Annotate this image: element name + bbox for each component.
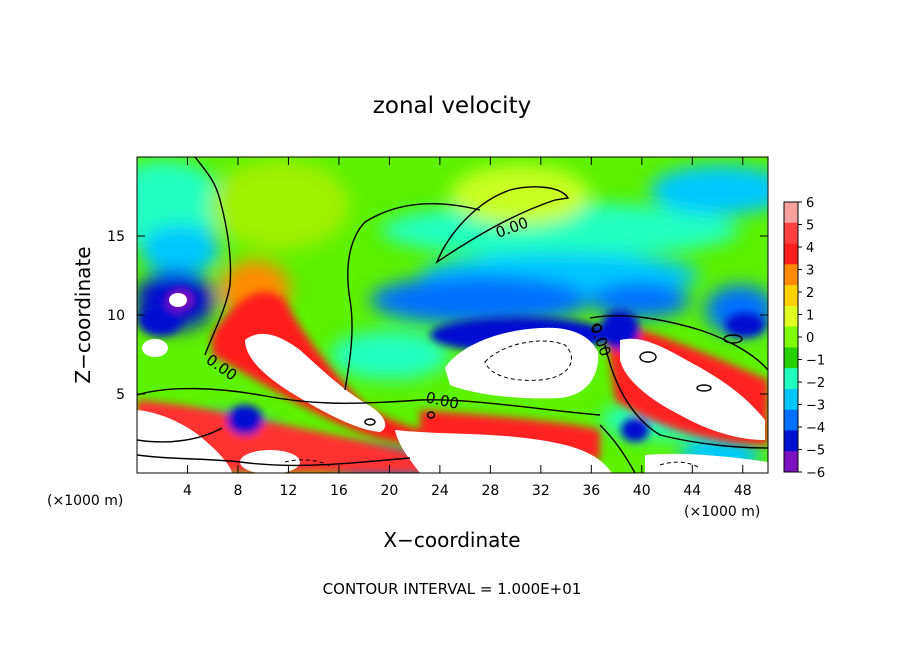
x-unit-left: (×1000 m) <box>47 493 123 509</box>
x-tick-label: 16 <box>330 483 348 499</box>
colorbar-swatch <box>784 347 798 369</box>
colorbar: 6 5 4 3 2 1 0 −1 −2 −3 −4 −5 −6 <box>783 196 825 481</box>
colorbar-swatch <box>784 430 798 452</box>
colorbar-tick-label: −5 <box>806 444 825 459</box>
y-tick-label: 10 <box>107 308 125 324</box>
colorbar-swatch <box>784 388 798 411</box>
x-unit-right: (×1000 m) <box>684 504 760 520</box>
contour-interval-note: CONTOUR INTERVAL = 1.000E+01 <box>323 580 582 598</box>
colorbar-swatch <box>784 222 798 245</box>
x-tick-label: 4 <box>183 483 192 499</box>
colorbar-tick-label: −1 <box>806 354 825 369</box>
x-axis-ticks: 4 8 12 16 20 24 28 32 36 40 44 48 <box>183 157 752 499</box>
colorbar-tick-label: −6 <box>806 466 825 481</box>
colorbar-swatch <box>784 368 798 390</box>
x-axis-label: X−coordinate <box>383 528 520 552</box>
x-tick-label: 24 <box>431 483 449 499</box>
colorbar-tick-label: 4 <box>806 241 814 256</box>
y-axis-label: Z−coordinate <box>71 246 95 383</box>
colorbar-swatch <box>784 243 798 265</box>
colorbar-tick-label: −4 <box>806 421 825 436</box>
chart-title: zonal velocity <box>373 93 531 119</box>
colorbar-swatch <box>784 285 798 307</box>
x-tick-label: 40 <box>633 483 651 499</box>
colorbar-tick-label: −2 <box>806 376 825 391</box>
colorbar-tick-label: −3 <box>806 399 825 414</box>
y-tick-label: 5 <box>116 387 125 403</box>
colorbar-tick-label: 0 <box>806 331 814 346</box>
y-tick-label: 15 <box>107 229 125 245</box>
colorbar-swatch <box>784 326 798 348</box>
colorbar-swatch <box>784 305 798 328</box>
x-tick-label: 12 <box>280 483 298 499</box>
x-tick-label: 48 <box>734 483 752 499</box>
x-tick-label: 44 <box>683 483 701 499</box>
colorbar-swatch <box>784 202 798 224</box>
colorbar-tick-label: 3 <box>806 264 814 279</box>
colorbar-tick-label: 1 <box>806 309 814 324</box>
colorbar-swatch <box>784 451 798 473</box>
y-axis-ticks: 5 10 15 <box>107 229 768 403</box>
colorbar-swatch <box>784 409 798 431</box>
x-tick-label: 8 <box>233 483 242 499</box>
x-tick-label: 20 <box>380 483 398 499</box>
x-tick-label: 28 <box>481 483 499 499</box>
colorbar-tick-label: 2 <box>806 286 814 301</box>
colorbar-tick-label: 6 <box>806 196 814 211</box>
x-tick-label: 36 <box>582 483 600 499</box>
colorbar-swatch <box>784 264 798 286</box>
heatmap-field <box>137 157 768 473</box>
x-tick-label: 32 <box>532 483 550 499</box>
colorbar-tick-label: 5 <box>806 219 814 234</box>
